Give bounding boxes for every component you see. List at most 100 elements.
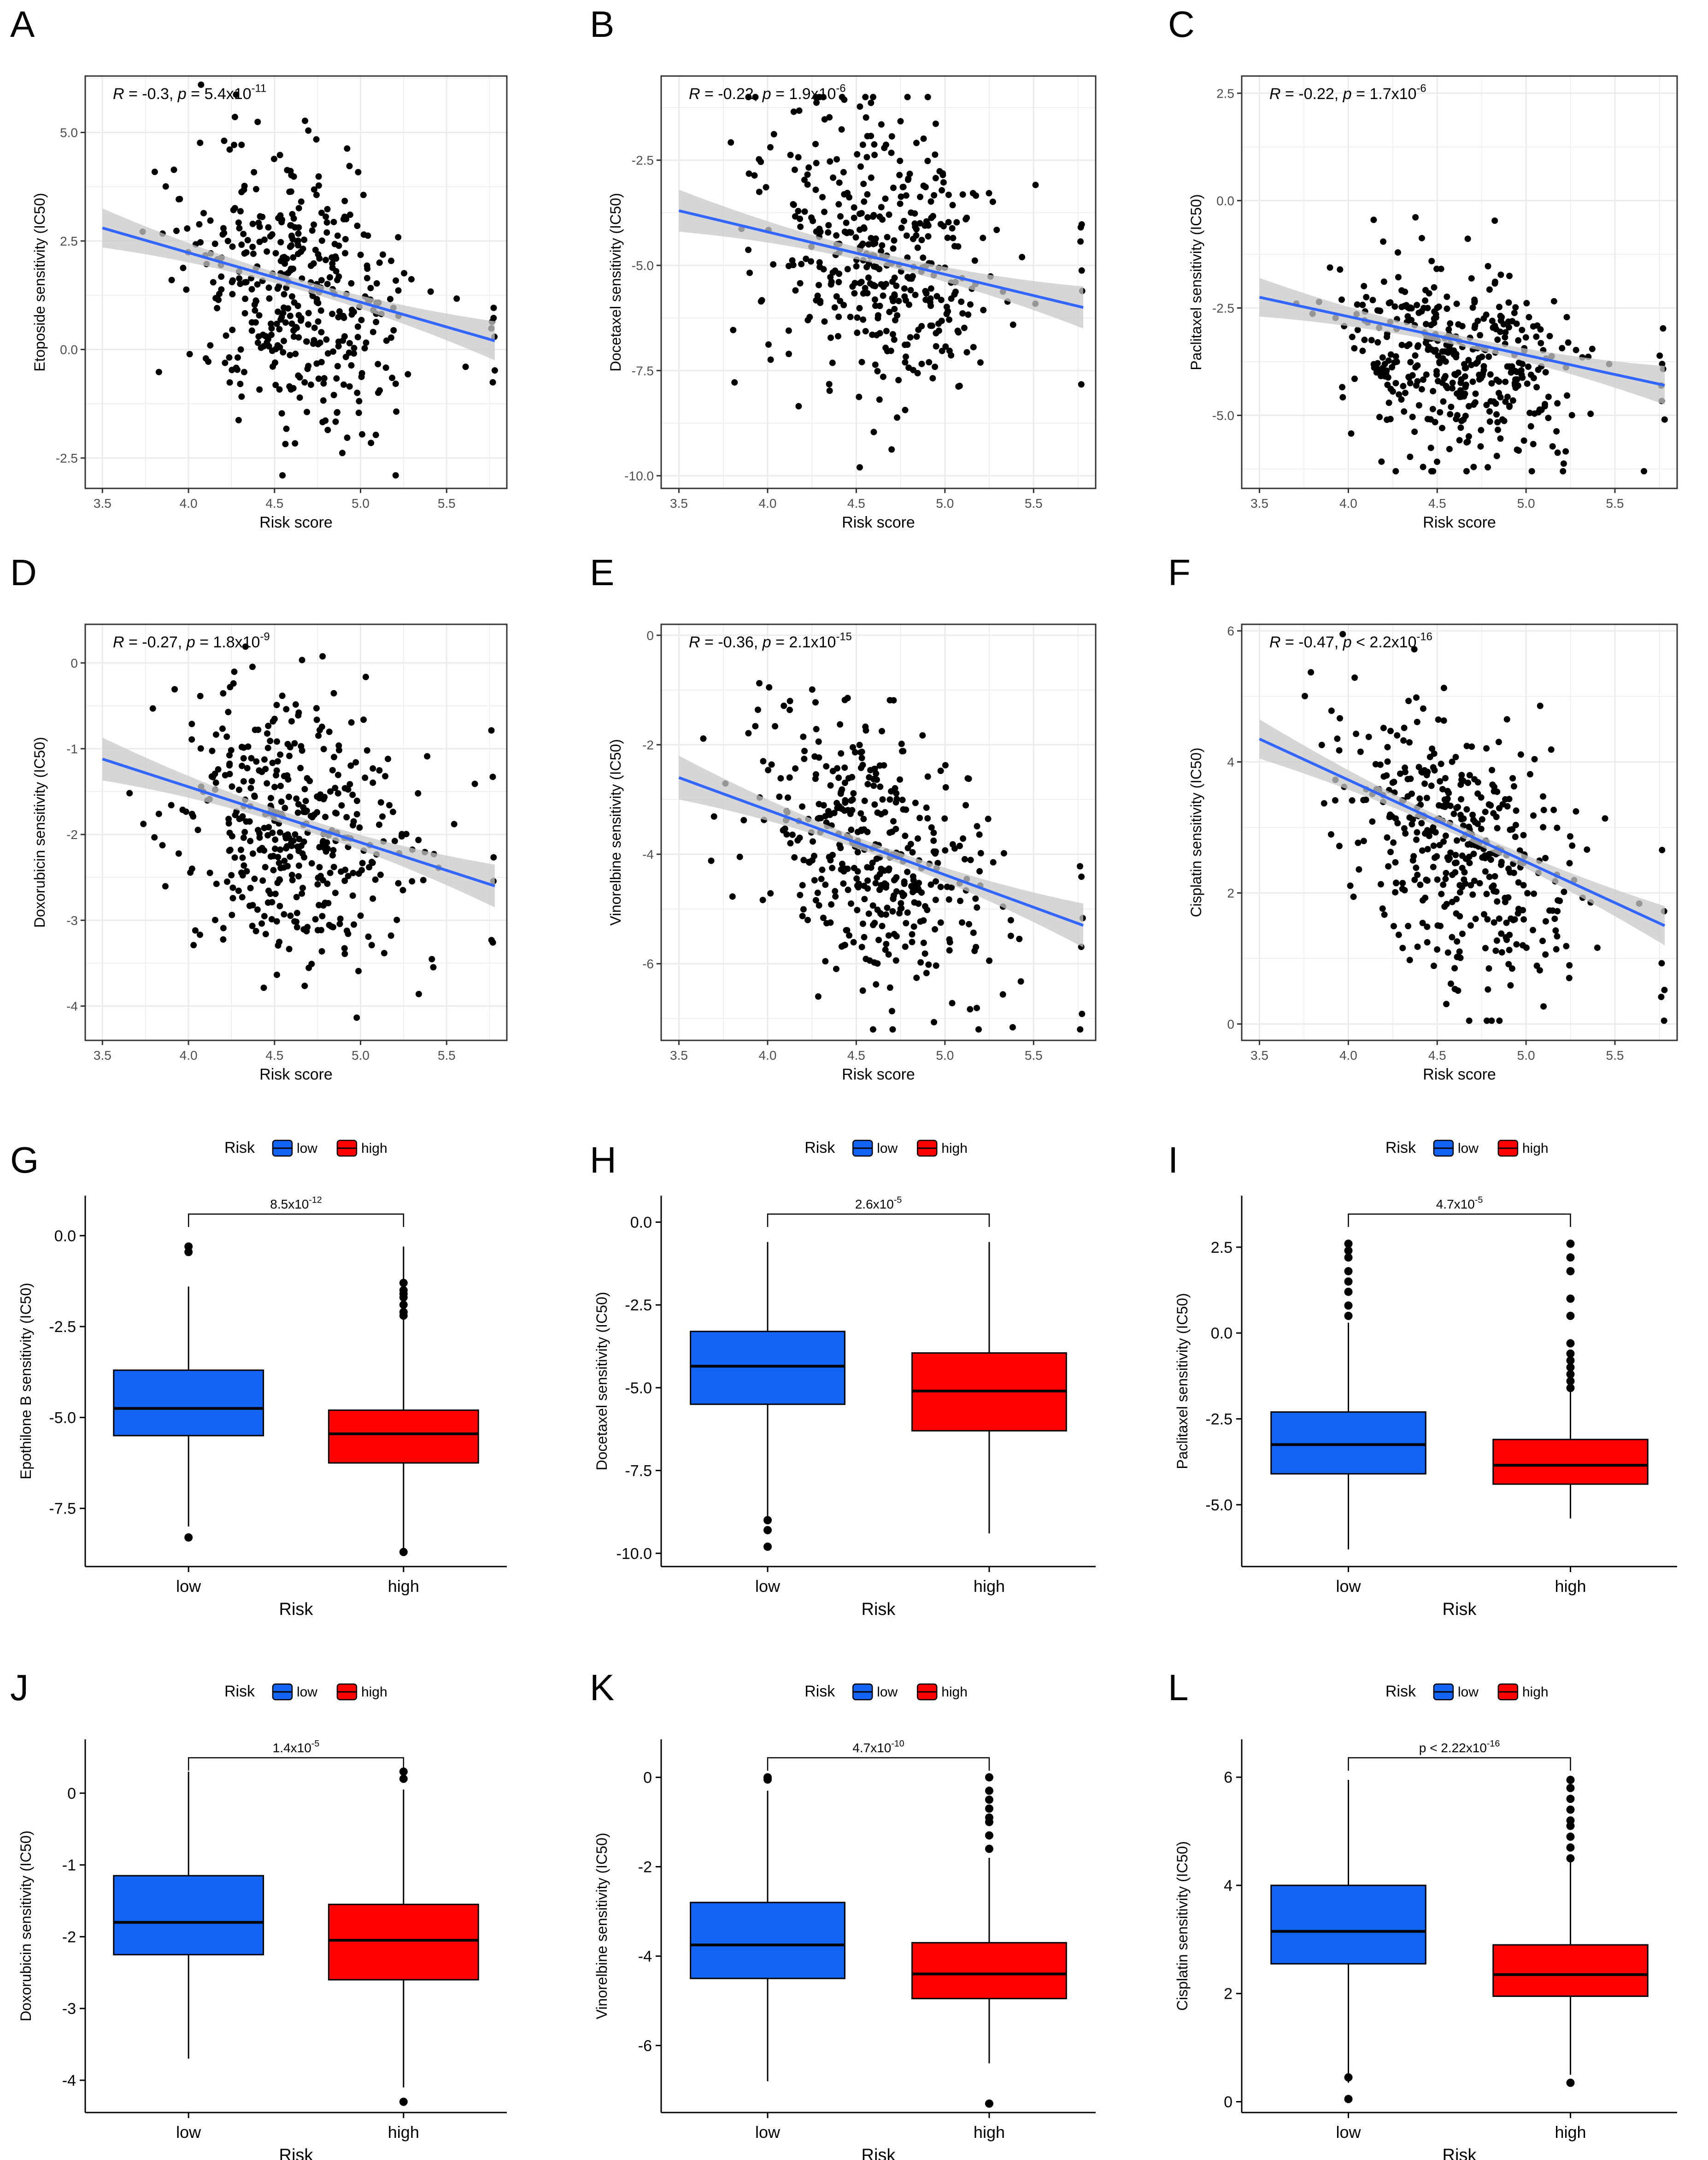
data-point bbox=[700, 735, 707, 742]
data-point bbox=[237, 846, 244, 853]
data-point bbox=[275, 308, 282, 315]
data-point bbox=[1497, 394, 1504, 401]
data-point bbox=[841, 807, 848, 814]
data-point bbox=[1563, 314, 1570, 321]
data-point bbox=[973, 1004, 980, 1011]
data-point bbox=[1550, 806, 1557, 813]
x-tick-label: 3.5 bbox=[94, 496, 112, 511]
data-point bbox=[278, 410, 285, 417]
data-point bbox=[341, 333, 348, 340]
data-point bbox=[1465, 357, 1472, 364]
data-point bbox=[1566, 962, 1573, 969]
data-point bbox=[1404, 775, 1411, 782]
data-point bbox=[1505, 894, 1512, 901]
data-point bbox=[1503, 936, 1510, 943]
data-point bbox=[1550, 298, 1557, 305]
data-point bbox=[293, 795, 300, 802]
data-point bbox=[334, 409, 340, 416]
data-point bbox=[351, 345, 358, 352]
data-point bbox=[323, 229, 330, 236]
data-point bbox=[924, 94, 931, 100]
data-point bbox=[1438, 891, 1445, 898]
y-tick-label: -5.0 bbox=[625, 1379, 652, 1397]
data-point bbox=[864, 885, 871, 892]
data-point bbox=[817, 299, 824, 306]
data-point bbox=[1507, 869, 1514, 876]
data-point bbox=[1407, 453, 1414, 460]
data-point bbox=[864, 781, 871, 787]
data-point bbox=[262, 931, 269, 938]
data-point bbox=[800, 906, 807, 913]
data-point bbox=[248, 286, 255, 293]
data-point bbox=[1016, 935, 1023, 942]
data-point bbox=[360, 192, 367, 199]
data-point bbox=[276, 829, 283, 836]
data-point bbox=[1416, 795, 1423, 802]
data-point bbox=[349, 892, 356, 899]
data-point bbox=[899, 797, 906, 804]
outlier-point bbox=[1344, 2073, 1353, 2082]
data-point bbox=[235, 219, 242, 226]
data-point bbox=[382, 364, 389, 371]
data-point bbox=[923, 290, 930, 297]
data-point bbox=[1476, 880, 1483, 886]
data-point bbox=[179, 806, 186, 813]
x-tick-label: high bbox=[974, 2123, 1005, 2142]
data-point bbox=[1408, 790, 1415, 797]
data-point bbox=[1478, 794, 1485, 801]
data-point bbox=[854, 329, 861, 336]
data-point bbox=[1526, 314, 1532, 321]
x-axis-label: Risk score bbox=[259, 514, 333, 531]
data-point bbox=[261, 756, 268, 763]
data-point bbox=[320, 745, 327, 752]
data-point bbox=[797, 223, 804, 230]
legend: Risk low high bbox=[224, 1139, 387, 1157]
data-point bbox=[849, 796, 856, 803]
regression-line bbox=[678, 209, 1084, 309]
data-point bbox=[1394, 249, 1401, 256]
outlier-point bbox=[399, 1774, 408, 1783]
data-point bbox=[1441, 375, 1448, 382]
data-point bbox=[376, 767, 383, 774]
data-point bbox=[352, 759, 359, 766]
data-point bbox=[387, 296, 393, 303]
data-point bbox=[231, 113, 238, 120]
y-tick-label: -4 bbox=[638, 1948, 652, 1965]
data-point bbox=[946, 947, 953, 954]
data-point bbox=[1533, 963, 1540, 969]
data-point bbox=[909, 273, 916, 280]
data-point bbox=[1448, 404, 1455, 411]
data-point bbox=[920, 917, 927, 924]
data-point bbox=[1452, 754, 1459, 761]
data-point bbox=[241, 369, 247, 376]
data-point bbox=[1078, 221, 1085, 228]
x-tick-label: low bbox=[176, 2123, 201, 2142]
y-tick-label: -5.0 bbox=[1205, 1497, 1233, 1514]
data-point bbox=[989, 198, 996, 205]
data-point bbox=[839, 860, 845, 867]
data-point bbox=[1439, 786, 1446, 792]
data-point bbox=[1454, 954, 1461, 961]
data-point bbox=[1447, 802, 1454, 809]
data-point bbox=[890, 245, 897, 252]
data-point bbox=[904, 341, 911, 348]
data-point bbox=[890, 697, 897, 704]
data-point bbox=[813, 159, 820, 166]
data-point bbox=[261, 913, 268, 920]
data-point bbox=[1017, 978, 1024, 985]
data-point bbox=[1391, 359, 1398, 366]
y-tick-label: 0.0 bbox=[60, 343, 78, 357]
data-point bbox=[1433, 458, 1440, 465]
data-point bbox=[346, 781, 353, 788]
data-point bbox=[1398, 341, 1405, 348]
data-point bbox=[754, 706, 761, 713]
data-point bbox=[944, 235, 951, 241]
data-point bbox=[1431, 854, 1438, 861]
data-point bbox=[1377, 881, 1384, 888]
data-point bbox=[312, 916, 319, 923]
data-point bbox=[893, 796, 900, 803]
data-point bbox=[355, 968, 362, 974]
data-point bbox=[270, 155, 277, 162]
